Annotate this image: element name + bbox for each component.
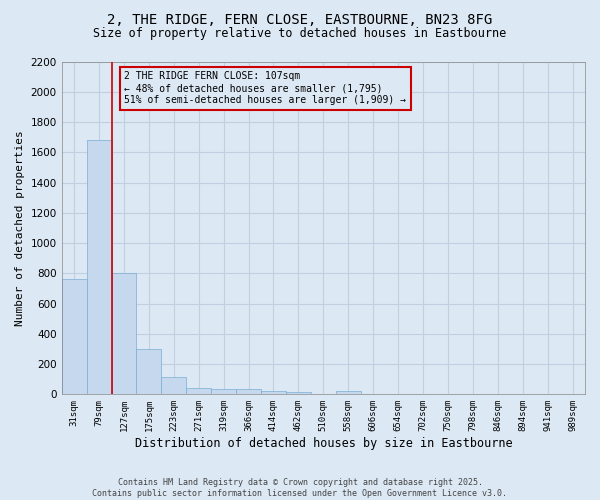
Text: 2 THE RIDGE FERN CLOSE: 107sqm
← 48% of detached houses are smaller (1,795)
51% : 2 THE RIDGE FERN CLOSE: 107sqm ← 48% of … (124, 72, 406, 104)
Bar (161, 377, 186, 394)
Bar (211, 389, 236, 394)
Bar (112, 274, 136, 394)
Bar (261, 392, 286, 394)
Text: Size of property relative to detached houses in Eastbourne: Size of property relative to detached ho… (94, 28, 506, 40)
X-axis label: Distribution of detached houses by size in Eastbourne: Distribution of detached houses by size … (134, 437, 512, 450)
Bar (136, 349, 161, 395)
Text: Contains HM Land Registry data © Crown copyright and database right 2025.
Contai: Contains HM Land Registry data © Crown c… (92, 478, 508, 498)
Bar (186, 388, 211, 394)
Bar (86, 140, 112, 394)
Bar (236, 389, 261, 394)
Bar (286, 392, 311, 394)
Bar (336, 392, 361, 394)
Text: 2, THE RIDGE, FERN CLOSE, EASTBOURNE, BN23 8FG: 2, THE RIDGE, FERN CLOSE, EASTBOURNE, BN… (107, 12, 493, 26)
Bar (62, 280, 86, 394)
Y-axis label: Number of detached properties: Number of detached properties (15, 130, 25, 326)
